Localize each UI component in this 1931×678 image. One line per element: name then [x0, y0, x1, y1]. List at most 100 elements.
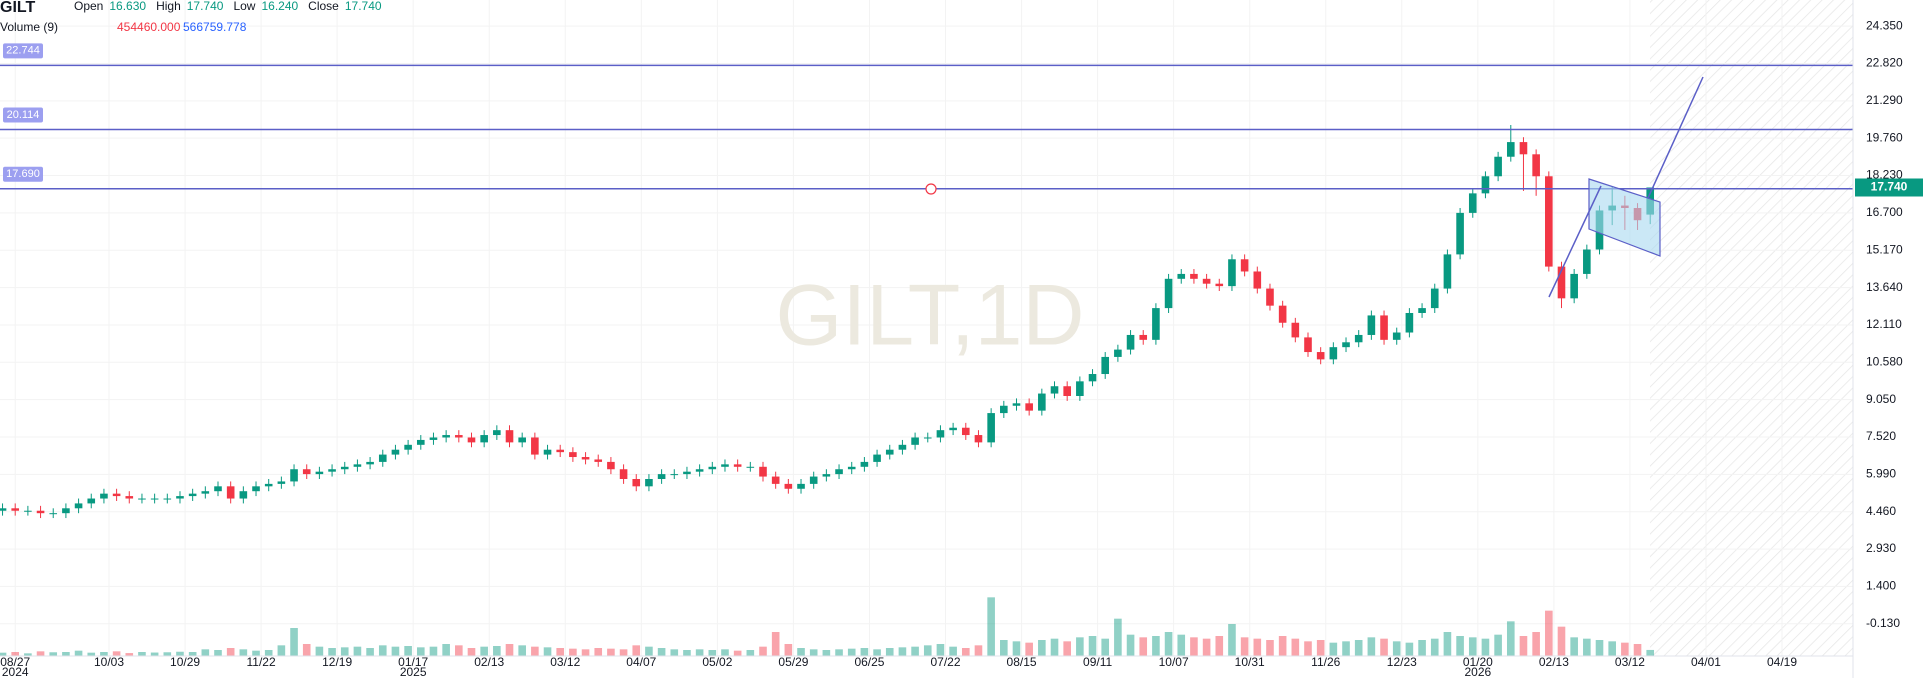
candle-body	[391, 449, 400, 455]
y-tick-label: 21.290	[1866, 93, 1903, 107]
candle-body	[24, 510, 32, 512]
candle-body	[809, 476, 818, 484]
volume-bar	[1380, 638, 1388, 656]
candle-body	[733, 464, 742, 467]
volume-bar	[923, 645, 932, 656]
volume-bar	[226, 648, 235, 656]
volume-bar	[746, 650, 755, 656]
level-label-box	[3, 166, 43, 182]
y-tick-label: 18.230	[1866, 168, 1903, 182]
candle-body	[1126, 334, 1135, 350]
legend-field-value: 17.740	[187, 0, 224, 13]
candle-body	[746, 466, 755, 468]
candle-body	[708, 466, 717, 470]
candle-body	[581, 457, 590, 460]
candle-body	[632, 478, 641, 487]
candle-body	[1557, 266, 1566, 299]
volume-bar	[543, 647, 552, 656]
volume-bar	[556, 648, 565, 656]
y-tick-label: -0.130	[1866, 616, 1900, 630]
volume-bar	[670, 649, 679, 656]
volume-bar	[949, 646, 957, 656]
candle-body	[1481, 176, 1490, 194]
candle-body	[480, 435, 488, 443]
volume-value: 454460.000	[117, 20, 181, 34]
x-tick-label: 12/19	[322, 655, 352, 669]
candle-body	[1240, 259, 1249, 272]
volume-bar	[911, 646, 919, 656]
candle-body	[771, 476, 780, 484]
watermark: GILT,1D	[775, 268, 1084, 364]
candle-body	[201, 491, 210, 494]
volume-bar	[1633, 644, 1642, 656]
candle-body	[87, 498, 96, 504]
last-price-tag	[1855, 178, 1923, 197]
volume-bar	[961, 648, 970, 656]
candle-body	[1519, 142, 1528, 155]
candle-body	[759, 466, 767, 477]
volume-bar	[581, 649, 590, 656]
volume-bar	[708, 650, 717, 656]
x-tick-label: 09/11	[1083, 655, 1112, 669]
volume-bar	[1430, 638, 1439, 656]
candle-body	[1532, 154, 1540, 177]
anchor-handle[interactable]	[925, 183, 937, 195]
candle-body	[1215, 283, 1224, 287]
candle-body	[62, 508, 70, 514]
candle-body	[885, 449, 894, 455]
volume-bar	[1418, 640, 1426, 656]
volume-bar	[49, 652, 58, 656]
volume-bar	[1101, 638, 1110, 656]
projection-line[interactable]	[1647, 76, 1704, 199]
volume-bar	[835, 649, 843, 656]
candle-body	[835, 469, 843, 475]
x-tick-label: 07/22	[930, 655, 960, 669]
candle-body	[1291, 322, 1300, 338]
volume-bar	[201, 649, 210, 656]
volume-bar	[657, 648, 666, 656]
volume-bar	[239, 649, 248, 656]
candle-body	[974, 435, 983, 443]
volume-bar	[683, 650, 691, 656]
volume-bar	[36, 651, 45, 656]
x-tick-label: 05/02	[702, 655, 732, 669]
candle-body	[1443, 254, 1452, 289]
trend-line[interactable]	[1548, 185, 1602, 298]
candle-body	[1329, 347, 1338, 360]
volume-bar	[11, 652, 20, 656]
candle-body	[353, 464, 362, 467]
volume-bar	[1152, 636, 1160, 656]
candle-body	[543, 449, 552, 455]
volume-bar	[24, 653, 32, 656]
candle-body	[1114, 349, 1122, 357]
candle-body	[11, 508, 20, 511]
axes: 24.350 22.820 21.290 19.760 18.230 16.700 15.1…	[0, 18, 1923, 678]
volume-bar	[1253, 638, 1262, 656]
volume-bar	[771, 632, 780, 656]
candle-body	[847, 466, 856, 470]
candle-body	[1468, 193, 1477, 213]
volume-bar	[328, 648, 336, 656]
x-tick-label: 08/15	[1007, 655, 1037, 669]
candle-body	[1392, 332, 1401, 340]
candle-body	[619, 469, 628, 479]
last-price-label: 17.740	[1871, 180, 1908, 194]
volume-bar	[1570, 637, 1578, 656]
level-label: 17.690	[6, 168, 40, 180]
candle-body	[49, 513, 58, 515]
candle-body	[1266, 288, 1274, 306]
symbol: GILT	[0, 0, 35, 16]
candle-body	[1316, 352, 1325, 360]
x-tick-label: 04/19	[1767, 655, 1797, 669]
volume-bar	[822, 650, 831, 656]
candle-body	[214, 486, 222, 492]
legend-field-value: 16.240	[261, 0, 298, 13]
candle-body	[1494, 156, 1502, 177]
x-tick-label: 01/20	[1463, 655, 1493, 669]
candle-body	[1456, 212, 1464, 255]
candle-body	[493, 430, 501, 436]
candle-body	[226, 486, 235, 499]
candle-body	[797, 483, 805, 489]
volume-bar	[340, 647, 349, 656]
